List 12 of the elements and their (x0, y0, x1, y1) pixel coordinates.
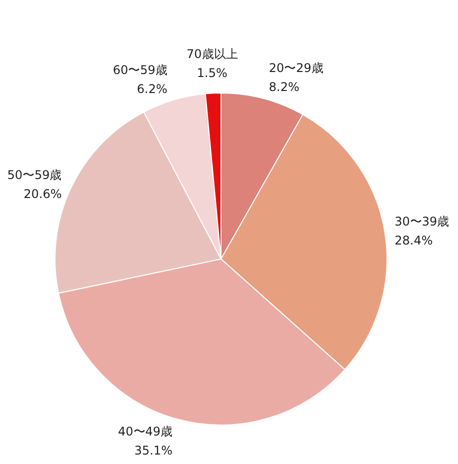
slice-label: 70歳以上 (186, 47, 238, 62)
data-label: 20.6% (24, 187, 62, 202)
slice-label: 20〜29歳 (268, 61, 324, 76)
data-label: 8.2% (268, 80, 300, 94)
slice-label: 60〜59歳 (112, 62, 168, 77)
data-label: 35.1% (134, 444, 173, 458)
slice-label: 40〜49歳 (118, 424, 173, 439)
slice-label: 30〜39歳 (394, 214, 450, 228)
data-label: 1.5% (196, 66, 228, 80)
data-label: 28.4% (394, 233, 433, 248)
data-label: 6.2% (136, 82, 168, 96)
slice-label: 50〜59歳 (7, 168, 62, 182)
